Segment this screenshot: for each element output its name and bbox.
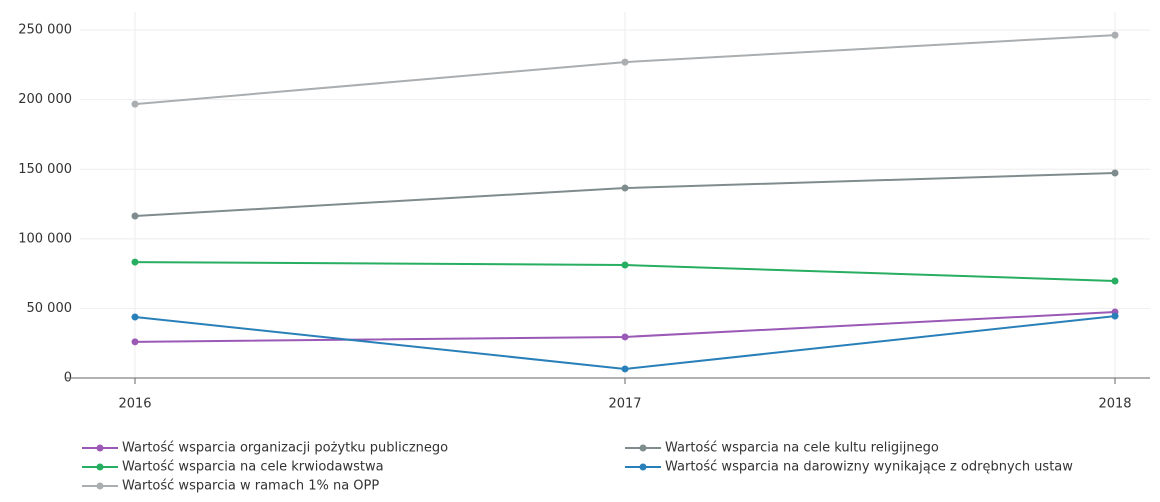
point: [621, 184, 629, 192]
y-tick-label: 250 000: [18, 23, 72, 38]
y-tick-label: 150 000: [18, 162, 72, 177]
legend-dot: [96, 482, 104, 490]
point: [621, 333, 629, 341]
x-tick-label: 2018: [1098, 397, 1131, 412]
legend-label: Wartość wsparcia na cele krwiodawstwa: [122, 460, 384, 475]
point: [1111, 169, 1119, 177]
legend-dot: [639, 463, 647, 471]
point: [131, 212, 139, 220]
y-tick-label: 50 000: [27, 301, 73, 316]
y-tick-label: 100 000: [18, 231, 72, 246]
point: [131, 338, 139, 346]
legend-dot: [96, 444, 104, 452]
point: [621, 365, 629, 373]
point: [1111, 312, 1119, 320]
y-tick-label: 200 000: [18, 92, 72, 107]
point: [621, 261, 629, 269]
x-tick-label: 2016: [118, 397, 151, 412]
legend-label: Wartość wsparcia w ramach 1% na OPP: [122, 479, 379, 494]
point: [621, 58, 629, 66]
legend-label: Wartość wsparcia organizacji pożytku pub…: [122, 441, 448, 456]
legend-dot: [639, 444, 647, 452]
legend-dot: [96, 463, 104, 471]
point: [131, 258, 139, 266]
point: [131, 100, 139, 108]
legend-label: Wartość wsparcia na darowizny wynikające…: [665, 460, 1073, 475]
legend-label: Wartość wsparcia na cele kultu religijne…: [665, 441, 939, 456]
point: [131, 313, 139, 321]
point: [1111, 31, 1119, 39]
x-tick-label: 2017: [608, 397, 641, 412]
point: [1111, 277, 1119, 285]
